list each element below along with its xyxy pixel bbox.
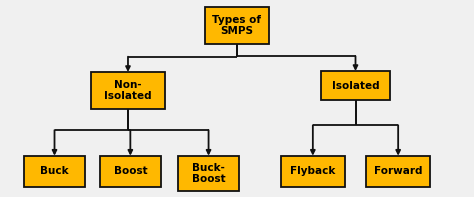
FancyBboxPatch shape [91,72,165,109]
Text: Types of
SMPS: Types of SMPS [212,15,262,36]
FancyBboxPatch shape [321,72,390,100]
Text: Forward: Forward [374,166,422,176]
FancyBboxPatch shape [100,156,161,187]
FancyBboxPatch shape [205,7,269,44]
Text: Boost: Boost [114,166,147,176]
Text: Buck-
Boost: Buck- Boost [192,163,225,184]
Text: Non-
Isolated: Non- Isolated [104,80,152,101]
FancyBboxPatch shape [281,156,345,187]
Text: Isolated: Isolated [332,81,379,91]
FancyBboxPatch shape [178,156,239,191]
FancyBboxPatch shape [366,156,430,187]
Text: Buck: Buck [40,166,69,176]
FancyBboxPatch shape [24,156,85,187]
Text: Flyback: Flyback [290,166,336,176]
